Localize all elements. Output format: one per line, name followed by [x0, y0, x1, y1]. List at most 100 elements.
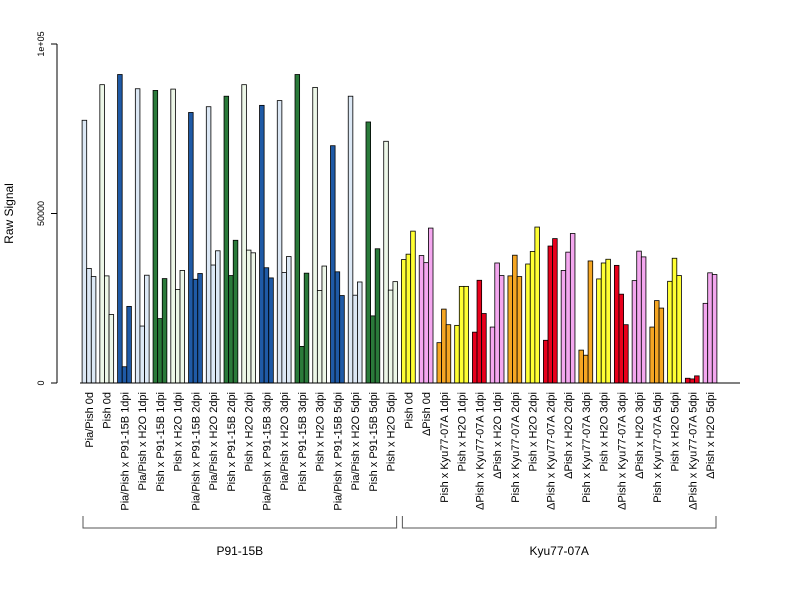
bars-layer	[81, 74, 718, 384]
group-brackets: P91-15B Kyu77-07A	[82, 516, 717, 558]
group-label-0: P91-15B	[216, 544, 263, 558]
y-axis: 0 50000 1e+05	[36, 31, 58, 386]
bar-35-2	[711, 274, 718, 384]
bar-31-1	[636, 250, 642, 384]
bar-18-2	[410, 230, 416, 384]
bar-1-2	[108, 314, 115, 384]
bar-24-0	[507, 275, 513, 384]
bar-34-1	[689, 378, 695, 384]
bar-11-0	[276, 100, 283, 384]
bar-13-1	[316, 290, 323, 384]
bar-23-1	[494, 262, 500, 384]
bar-12-1	[299, 345, 305, 384]
y-tick-label-2: 1e+05	[36, 31, 46, 56]
category-label-24: Pish x Kyu77-07A 2dpi	[510, 392, 522, 503]
bar-23-0	[489, 326, 496, 384]
bar-18-0	[401, 259, 407, 384]
bar-21-2	[463, 285, 469, 384]
y-tick-label-1: 50000	[36, 201, 46, 226]
bar-5-1	[175, 289, 181, 384]
bar-33-2	[676, 275, 682, 384]
bar-19-1	[423, 262, 429, 384]
y-axis-title: Raw Signal	[2, 183, 16, 244]
bar-22-1	[476, 279, 483, 384]
bar-2-2	[126, 305, 132, 384]
bar-4-2	[161, 278, 168, 384]
category-label-10: Pia/Pish x P91-15B 3dpi	[261, 392, 273, 511]
bar-26-0	[543, 339, 549, 384]
bar-25-0	[525, 263, 531, 384]
category-label-19: ΔPish 0d	[421, 392, 433, 436]
bar-16-2	[374, 248, 381, 384]
bar-33-0	[667, 280, 673, 384]
bar-12-2	[303, 272, 310, 384]
bar-13-0	[312, 86, 318, 384]
bar-20-1	[441, 308, 447, 384]
category-label-21: Pish x H2O 1dpi	[457, 392, 469, 471]
bar-0-0	[81, 119, 88, 384]
bar-21-0	[454, 324, 460, 384]
bar-10-1	[263, 267, 270, 384]
bar-13-2	[321, 265, 327, 384]
bar-1-1	[104, 275, 110, 384]
group-label-1: Kyu77-07A	[530, 544, 589, 558]
bar-10-2	[268, 277, 274, 384]
bar-9-0	[241, 84, 247, 384]
bar-5-2	[179, 270, 186, 384]
bar-25-2	[534, 226, 540, 384]
bar-8-0	[223, 95, 230, 384]
bar-28-0	[578, 349, 584, 384]
category-label-26: ΔPish x Kyu77-07A 2dpi	[545, 392, 557, 510]
category-label-7: Pia/Pish x H2O 2dpi	[208, 392, 220, 490]
bar-15-2	[357, 281, 363, 384]
bar-28-2	[587, 260, 594, 384]
bar-7-1	[210, 264, 216, 384]
category-label-0: Pia/Pish 0d	[84, 392, 96, 448]
category-label-16: Pish x P91-15B 5dpi	[368, 392, 380, 492]
bar-0-2	[90, 276, 97, 384]
bar-31-2	[640, 256, 647, 384]
category-label-29: Pish x H2O 3dpi	[599, 392, 611, 471]
category-label-35: ΔPish x H2O 5dpi	[705, 392, 717, 479]
bar-27-1	[565, 251, 571, 384]
bar-32-1	[654, 300, 660, 384]
bar-35-1	[707, 272, 713, 384]
bar-29-0	[596, 278, 602, 384]
bar-31-0	[631, 280, 638, 384]
bar-22-2	[481, 313, 487, 384]
bar-15-1	[352, 294, 358, 384]
category-label-5: Pish x H2O 1dpi	[173, 392, 185, 471]
bar-6-1	[192, 278, 199, 384]
bar-30-2	[623, 324, 629, 384]
bar-32-2	[658, 307, 665, 384]
bar-14-1	[334, 271, 341, 384]
bar-25-1	[529, 251, 536, 384]
bar-4-1	[157, 318, 163, 384]
category-labels: Pia/Pish 0d Pish 0d Pia/Pish x P91-15B 1dp…	[84, 392, 717, 511]
bar-6-2	[197, 273, 203, 384]
bar-33-1	[671, 257, 678, 384]
bar-30-0	[613, 264, 620, 384]
category-label-4: Pish x P91-15B 1dpi	[155, 392, 167, 492]
bar-2-0	[117, 74, 123, 384]
bar-24-2	[516, 276, 523, 384]
category-label-23: ΔPish x H2O 1dpi	[492, 392, 504, 479]
bar-34-0	[684, 377, 691, 384]
bar-27-0	[560, 270, 567, 384]
bar-30-1	[618, 293, 624, 384]
category-label-2: Pia/Pish x P91-15B 1dpi	[119, 392, 131, 511]
category-label-17: Pish x H2O 5dpi	[386, 392, 398, 471]
bar-21-1	[458, 285, 465, 384]
category-label-32: Pish x Kyu77-07A 5dpi	[652, 392, 664, 503]
y-tick-label-0: 0	[36, 380, 46, 385]
bar-2-1	[121, 366, 128, 384]
bar-6-0	[188, 112, 194, 384]
bar-26-1	[547, 245, 554, 384]
bar-14-2	[339, 295, 345, 384]
category-label-13: Pish x H2O 3dpi	[315, 392, 327, 471]
bar-24-1	[512, 254, 518, 384]
category-label-6: Pia/Pish x P91-15B 2dpi	[190, 392, 202, 511]
bar-32-0	[649, 326, 655, 384]
bar-3-1	[139, 325, 145, 384]
bar-19-2	[428, 227, 434, 384]
